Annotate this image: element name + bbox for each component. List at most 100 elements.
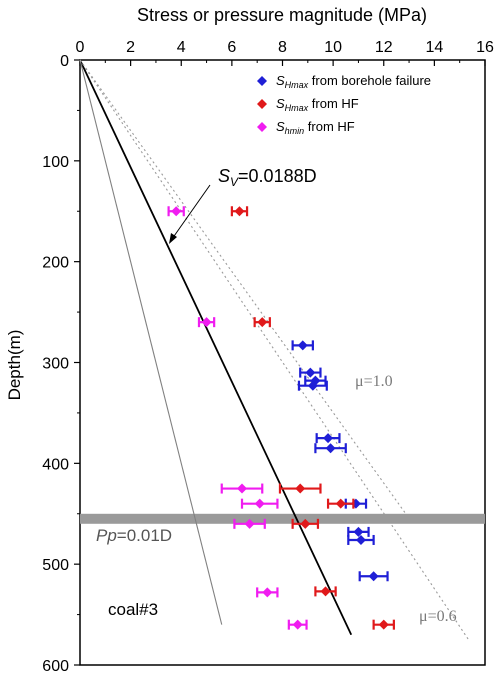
- mu-1-label: μ=1.0: [355, 373, 393, 390]
- reference-line-pp: [79, 59, 223, 625]
- diamond-marker: [378, 619, 389, 630]
- legend-subscript: Hmax: [285, 80, 309, 90]
- data-point: [220, 483, 264, 494]
- data-point: [167, 206, 185, 217]
- diamond-marker: [325, 443, 336, 454]
- diamond-marker: [295, 483, 306, 494]
- diamond-marker: [305, 367, 316, 378]
- legend-text: from HF: [304, 119, 355, 134]
- diamond-marker: [368, 571, 379, 582]
- legend-text: from HF: [308, 96, 359, 111]
- legend-symbol: S: [276, 73, 285, 88]
- sv-label-text: =0.0188D: [238, 166, 317, 186]
- sv-arrow-head: [169, 233, 177, 244]
- x-tick-label: 8: [278, 39, 287, 56]
- y-tick-label: 600: [42, 658, 69, 675]
- coal-label: coal#3: [108, 600, 158, 619]
- y-tick-label: 300: [42, 356, 69, 373]
- diamond-marker: [171, 206, 182, 217]
- legend-entry: SHmax from borehole failure: [276, 73, 431, 90]
- reference-lines: [79, 59, 470, 641]
- x-tick-label: 2: [126, 39, 135, 56]
- sv-arrow-line: [171, 184, 211, 240]
- coal-seam-band: [80, 513, 485, 524]
- y-tick-label: 500: [42, 557, 69, 574]
- data-point: [291, 518, 320, 529]
- y-axis-title: Depth(m): [5, 330, 24, 401]
- svg-text:Pp=0.01D: Pp=0.01D: [96, 526, 172, 545]
- diamond-marker: [297, 340, 308, 351]
- y-tick-label: 400: [42, 456, 69, 473]
- legend-marker: [257, 122, 267, 132]
- diamond-marker: [254, 498, 265, 509]
- diamond-marker: [244, 518, 255, 529]
- data-point: [314, 586, 337, 597]
- data-point: [233, 518, 266, 529]
- legend-text: from borehole failure: [308, 73, 431, 88]
- data-point: [314, 443, 347, 454]
- x-tick-label: 6: [227, 39, 236, 56]
- pp-label-text: =0.01D: [117, 526, 172, 545]
- x-tick-label: 16: [476, 39, 494, 56]
- legend-symbol: S: [276, 119, 285, 134]
- reference-line-mu10: [79, 59, 407, 515]
- reference-line-mu06: [79, 59, 470, 641]
- data-point: [278, 483, 322, 494]
- x-axis-title: Stress or pressure magnitude (MPa): [137, 5, 427, 25]
- legend-subscript: Hmax: [285, 103, 309, 113]
- reference-line-sv: [79, 59, 353, 636]
- data-point: [315, 433, 341, 444]
- x-tick-label: 4: [177, 39, 186, 56]
- y-axis-ticks: 0 100 200 300 400 500 600: [42, 53, 80, 675]
- y-tick-label: 0: [60, 53, 69, 70]
- diamond-marker: [353, 526, 364, 537]
- data-point: [347, 526, 370, 537]
- pp-label-symbol: Pp: [96, 526, 117, 545]
- data-point: [253, 317, 271, 328]
- diamond-marker: [300, 518, 311, 529]
- data-point: [256, 587, 279, 598]
- diamond-marker: [292, 619, 303, 630]
- data-point: [230, 206, 249, 217]
- legend-marker: [257, 76, 267, 86]
- legend-subscript: hmin: [285, 126, 305, 136]
- diamond-marker: [335, 498, 346, 509]
- data-point: [297, 380, 328, 391]
- data-point: [326, 498, 355, 509]
- data-point: [197, 317, 216, 328]
- data-point: [240, 498, 279, 509]
- mu-06-label: μ=0.6: [419, 608, 457, 625]
- data-points: [167, 206, 395, 630]
- y-tick-label: 100: [42, 154, 69, 171]
- diamond-marker: [307, 380, 318, 391]
- diamond-marker: [257, 317, 268, 328]
- diamond-marker: [262, 587, 273, 598]
- diamond-marker: [201, 317, 212, 328]
- data-point: [291, 340, 314, 351]
- x-axis-ticks: 0 2 4 6 8 10 12 14 16: [76, 39, 494, 66]
- legend-entry: SHmax from HF: [276, 96, 359, 113]
- sv-label-symbol: S: [218, 166, 230, 186]
- x-tick-label: 14: [425, 39, 443, 56]
- x-tick-label: 12: [375, 39, 393, 56]
- plot-frame: [79, 59, 486, 666]
- diamond-marker: [320, 586, 331, 597]
- x-tick-label: 10: [324, 39, 342, 56]
- y-tick-label: 200: [42, 255, 69, 272]
- diamond-marker: [234, 206, 245, 217]
- legend-symbol: S: [276, 96, 285, 111]
- diamond-marker: [355, 534, 366, 545]
- x-tick-label: 0: [76, 39, 85, 56]
- data-point: [347, 534, 375, 545]
- data-point: [358, 571, 389, 582]
- legend-entry: Shmin from HF: [276, 119, 355, 136]
- data-point: [287, 619, 308, 630]
- legend-marker: [257, 99, 267, 109]
- data-point: [299, 367, 322, 378]
- diamond-marker: [323, 433, 334, 444]
- sv-annotation: SV=0.0188D: [169, 166, 317, 244]
- svg-text:SV=0.0188D: SV=0.0188D: [218, 166, 317, 189]
- data-point: [372, 619, 395, 630]
